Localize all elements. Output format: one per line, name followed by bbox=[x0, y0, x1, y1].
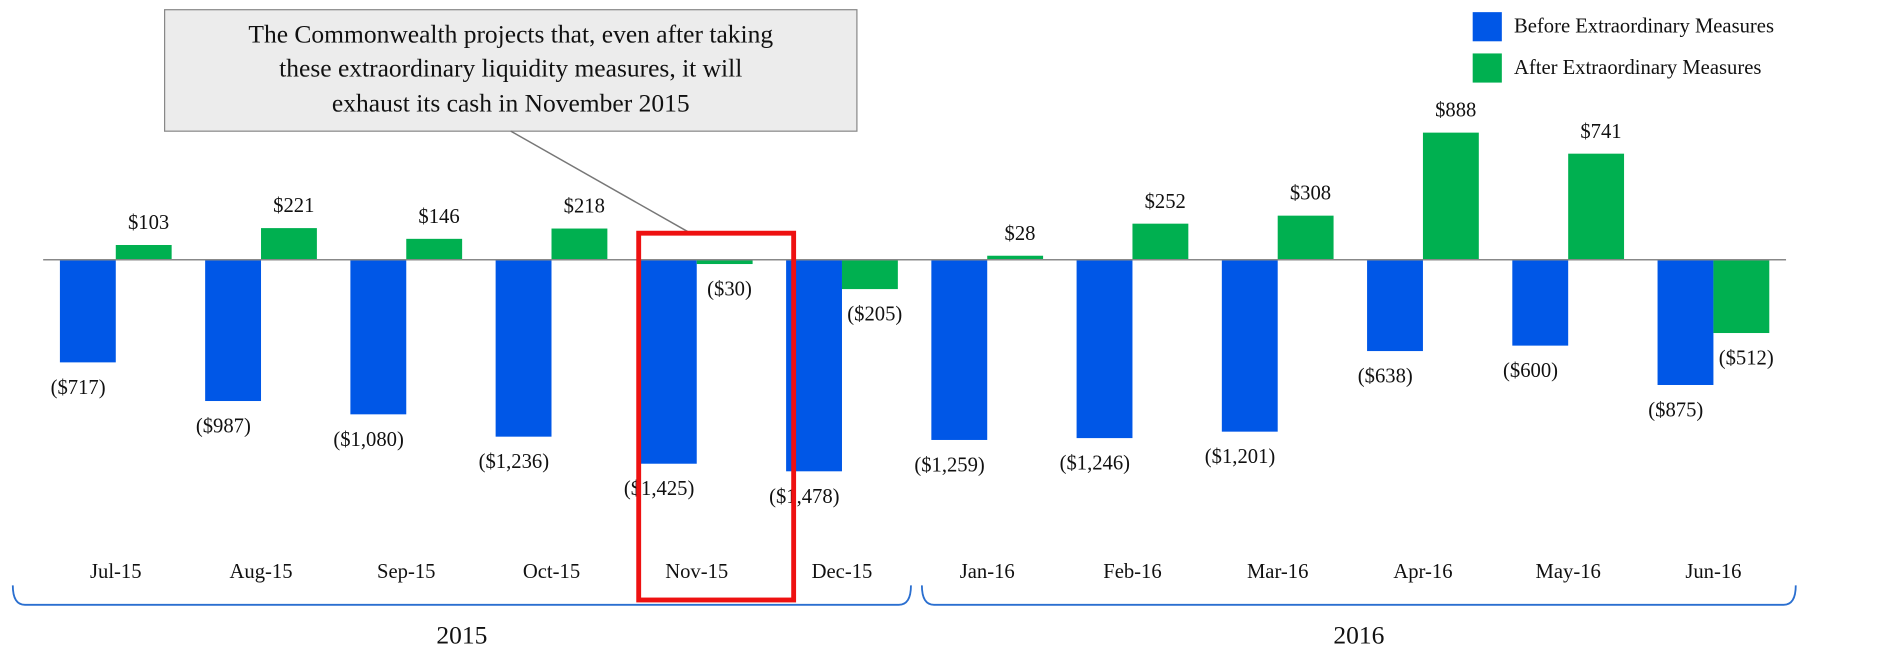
value-label: ($875) bbox=[1648, 399, 1703, 421]
x-tick-label: Jul-15 bbox=[90, 561, 142, 583]
x-tick-label: Aug-15 bbox=[230, 561, 293, 583]
annotation-box bbox=[164, 9, 858, 132]
value-label: $218 bbox=[564, 196, 605, 218]
bar bbox=[261, 228, 317, 260]
bar bbox=[495, 259, 552, 437]
bar bbox=[987, 255, 1044, 260]
year-label: 2016 bbox=[1333, 620, 1384, 649]
x-tick-label: Mar-16 bbox=[1247, 561, 1308, 583]
legend-swatch bbox=[1472, 12, 1502, 42]
value-label: ($30) bbox=[707, 278, 752, 300]
value-label: ($1,425) bbox=[624, 478, 694, 500]
bar bbox=[59, 259, 116, 363]
year-bracket bbox=[11, 585, 912, 606]
value-label: ($1,080) bbox=[333, 429, 403, 451]
value-label: $308 bbox=[1290, 183, 1331, 205]
value-label: ($1,201) bbox=[1205, 446, 1275, 468]
bar bbox=[841, 259, 898, 290]
bar bbox=[1221, 259, 1278, 432]
value-label: $221 bbox=[273, 195, 314, 217]
bar bbox=[931, 259, 988, 440]
annotation-text: exhaust its cash in November 2015 bbox=[332, 89, 690, 118]
legend-label: After Extraordinary Measures bbox=[1514, 57, 1761, 79]
annotation-text: these extraordinary liquidity measures, … bbox=[279, 53, 742, 82]
bar bbox=[551, 228, 608, 260]
annotation-text: The Commonwealth projects that, even aft… bbox=[248, 19, 773, 48]
value-label: ($717) bbox=[51, 377, 106, 399]
value-label: ($600) bbox=[1503, 360, 1558, 382]
x-tick-label: Nov-15 bbox=[665, 561, 728, 583]
bar bbox=[1657, 259, 1714, 385]
bar bbox=[1367, 259, 1423, 352]
value-label: ($1,246) bbox=[1060, 453, 1130, 475]
value-label: ($512) bbox=[1719, 347, 1774, 369]
x-tick-label: Sep-15 bbox=[377, 561, 435, 583]
annotation-leader bbox=[510, 130, 691, 234]
x-tick-label: May-16 bbox=[1536, 561, 1601, 583]
x-tick-label: Jan-16 bbox=[960, 561, 1015, 583]
bar bbox=[1076, 259, 1133, 439]
x-tick-label: Oct-15 bbox=[523, 561, 580, 583]
bar bbox=[115, 244, 172, 260]
value-label: ($638) bbox=[1358, 366, 1413, 388]
legend-label: Before Extraordinary Measures bbox=[1514, 16, 1774, 38]
bar bbox=[205, 259, 262, 402]
value-label: $252 bbox=[1145, 191, 1186, 213]
bar bbox=[1568, 153, 1625, 260]
x-tick-label: Dec-15 bbox=[812, 561, 873, 583]
value-label: $146 bbox=[418, 206, 459, 228]
highlight-box bbox=[636, 230, 797, 603]
value-label: $741 bbox=[1580, 121, 1621, 143]
bar bbox=[406, 238, 463, 260]
x-tick-label: Feb-16 bbox=[1103, 561, 1161, 583]
year-bracket bbox=[920, 585, 1797, 606]
bar bbox=[1422, 132, 1479, 260]
year-label: 2015 bbox=[436, 620, 487, 649]
value-label: $28 bbox=[1005, 223, 1036, 245]
x-tick-label: Jun-16 bbox=[1685, 561, 1741, 583]
bar bbox=[1132, 223, 1189, 260]
bar bbox=[640, 259, 697, 464]
value-label: $103 bbox=[128, 212, 169, 234]
bar bbox=[1713, 259, 1770, 334]
bar bbox=[1277, 215, 1334, 260]
value-label: ($987) bbox=[196, 415, 251, 437]
x-tick-label: Apr-16 bbox=[1393, 561, 1452, 583]
value-label: ($205) bbox=[847, 304, 902, 326]
bar bbox=[350, 259, 407, 415]
legend-swatch bbox=[1472, 53, 1502, 83]
value-label: $888 bbox=[1435, 100, 1476, 122]
value-label: ($1,478) bbox=[769, 486, 839, 508]
value-label: ($1,259) bbox=[914, 454, 984, 476]
value-label: ($1,236) bbox=[479, 451, 549, 473]
bar bbox=[1512, 259, 1569, 346]
bar bbox=[696, 259, 753, 265]
